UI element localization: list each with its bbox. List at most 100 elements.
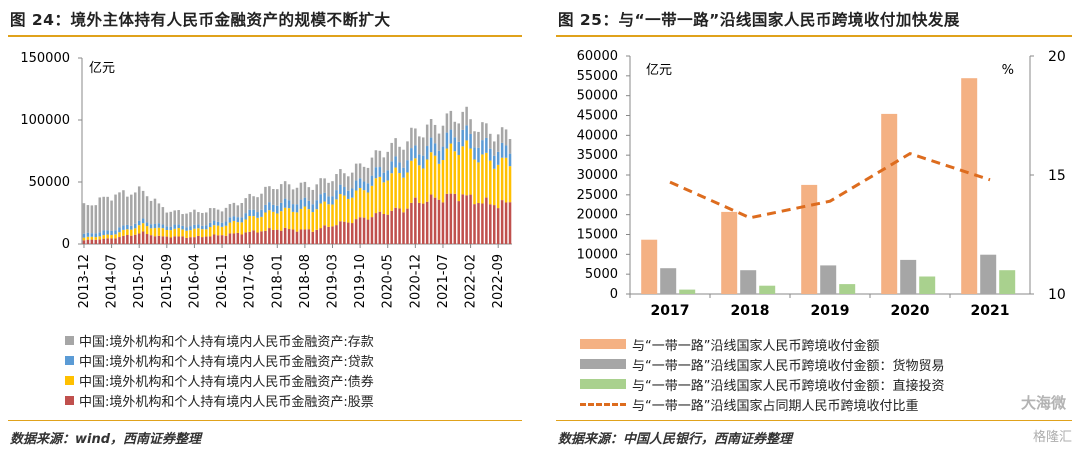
bar <box>759 285 776 294</box>
bar-segment <box>248 215 251 232</box>
bar-segment <box>228 222 232 234</box>
bar-segment <box>86 239 90 244</box>
y2-tick-label: 15 <box>1048 168 1066 184</box>
y-axis-unit: 亿元 <box>89 61 115 76</box>
bar <box>740 270 757 294</box>
bar <box>999 270 1016 294</box>
bar-segment <box>94 233 98 238</box>
bar-segment <box>327 204 330 227</box>
bar-segment <box>114 238 117 244</box>
y-tick-label: 40000 <box>577 128 618 143</box>
bar-segment <box>236 217 240 223</box>
bar-segment <box>378 211 382 244</box>
bar-segment <box>122 225 125 230</box>
bar-segment <box>130 194 133 226</box>
bar-segment <box>102 238 105 244</box>
x-tick-label: 2019-10 <box>353 254 368 308</box>
bar-segment <box>410 148 413 161</box>
bar-segment <box>102 235 105 239</box>
bar-segment <box>433 143 437 156</box>
bar-segment <box>256 232 259 244</box>
bar-segment <box>291 211 295 230</box>
legend-swatch <box>65 395 74 405</box>
bar-segment <box>504 129 508 146</box>
bar-segment <box>390 210 393 244</box>
x-tick-label: 2022-02 <box>464 254 479 308</box>
bar-segment <box>193 224 196 229</box>
bar-segment <box>398 208 401 244</box>
bar-segment <box>276 205 279 214</box>
bar-segment <box>453 121 457 138</box>
bar-segment <box>244 198 247 214</box>
bar-segment <box>323 201 326 226</box>
bar-segment <box>157 235 161 244</box>
bar-segment <box>252 196 255 210</box>
bar-segment <box>149 228 153 236</box>
legend-item: 中国:境外机构和个人持有境内人民币金融资产:债券 <box>65 370 374 390</box>
bar-segment <box>228 233 232 244</box>
bar-segment <box>457 141 460 155</box>
bar-segment <box>236 232 240 244</box>
bar-segment <box>137 225 141 234</box>
x-tick-label: 2020-12 <box>408 254 423 308</box>
bar-segment <box>465 125 468 141</box>
bar-segment <box>177 224 180 229</box>
legend-item: 中国:境外机构和个人持有境内人民币金融资产:贷款 <box>65 350 374 370</box>
bar-segment <box>130 235 133 244</box>
x-tick-label: 2017-06 <box>243 254 258 308</box>
bar-segment <box>504 202 508 244</box>
bar-segment <box>323 192 326 202</box>
right-legend: 与“一带一路”沿线国家人民币跨境收付金额 与“一带一路”沿线国家人民币跨境收付金额… <box>580 334 944 414</box>
bar-segment <box>307 229 311 244</box>
bar-segment <box>425 124 429 147</box>
bar-segment <box>374 167 378 179</box>
bar-segment <box>197 235 200 244</box>
bar-segment <box>201 229 204 238</box>
bar-segment <box>185 230 188 238</box>
bar-segment <box>335 190 338 200</box>
bar-segment <box>189 212 192 227</box>
bar-segment <box>256 217 259 233</box>
y-tick-label: 25000 <box>577 188 618 203</box>
bar-segment <box>220 226 224 236</box>
bar-segment <box>303 197 307 207</box>
bar-segment <box>394 207 397 244</box>
bar-segment <box>508 202 512 244</box>
bar-segment <box>232 202 236 217</box>
legend-swatch <box>580 402 626 406</box>
bar-segment <box>358 217 362 244</box>
bar-segment <box>398 146 401 163</box>
bar-segment <box>477 203 480 244</box>
bar-segment <box>82 233 86 238</box>
bar-segment <box>358 163 362 179</box>
bar-segment <box>279 211 283 231</box>
bar-segment <box>295 231 299 244</box>
bar-segment <box>402 177 405 213</box>
bar-segment <box>429 137 433 153</box>
bar-segment <box>268 202 271 211</box>
bar-segment <box>402 167 405 178</box>
bar-segment <box>165 212 169 227</box>
bar-segment <box>354 163 358 181</box>
bar <box>900 259 917 294</box>
bar-segment <box>133 223 137 229</box>
bar-segment <box>366 192 370 220</box>
bar-segment <box>295 212 299 232</box>
bar-segment <box>110 238 113 244</box>
bar-segment <box>185 227 188 231</box>
bar-segment <box>406 160 409 173</box>
bar-segment <box>145 234 149 244</box>
bar-segment <box>86 205 90 233</box>
bar-segment <box>378 176 382 212</box>
y-axis-unit: 亿元 <box>646 63 672 78</box>
bar-segment <box>394 156 397 168</box>
bar-segment <box>228 204 232 218</box>
bar-segment <box>106 234 109 239</box>
legend-swatch <box>580 339 626 349</box>
bar-segment <box>445 193 449 244</box>
bar-segment <box>331 204 334 227</box>
bar-segment <box>141 223 145 232</box>
bar-segment <box>248 193 251 210</box>
bar-segment <box>492 155 496 169</box>
bar-segment <box>118 227 121 233</box>
